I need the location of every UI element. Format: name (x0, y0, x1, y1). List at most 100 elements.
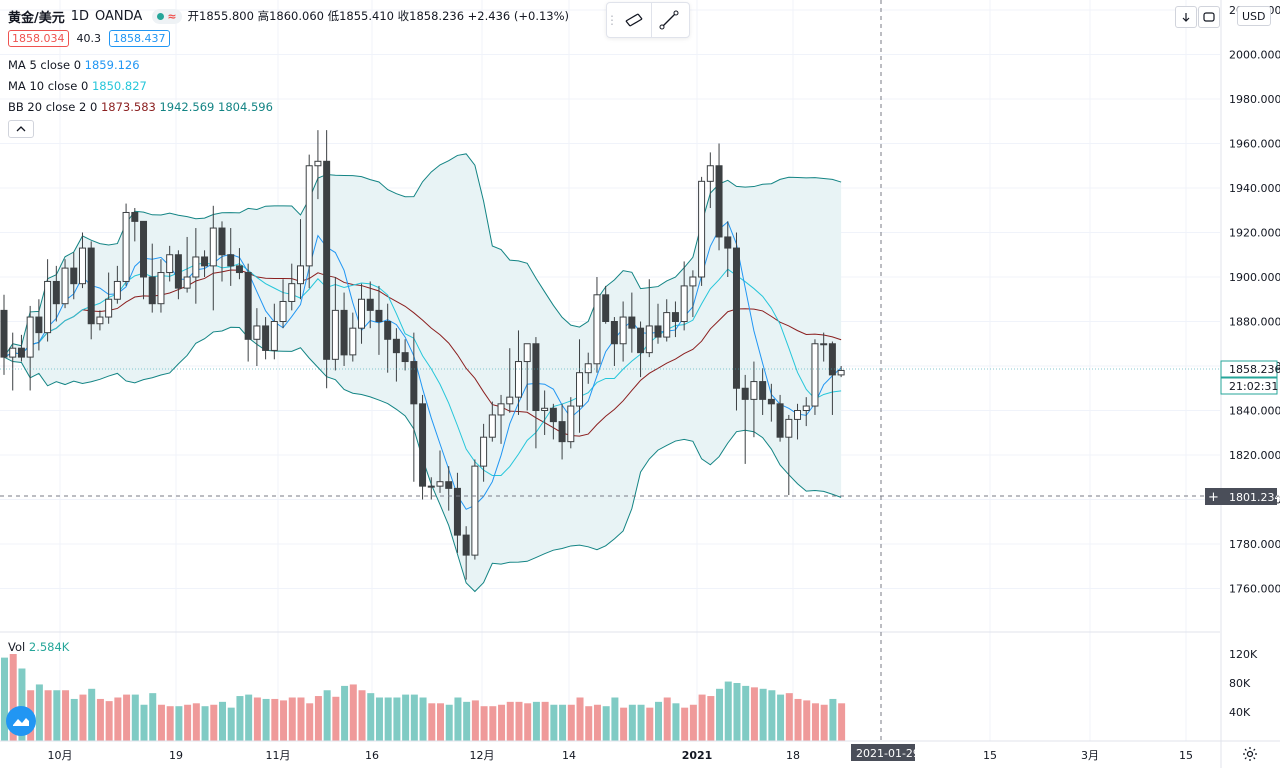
candle-body (375, 309, 383, 322)
candle (140, 220, 148, 300)
volume-bar (1, 657, 8, 741)
candle (35, 299, 43, 351)
volume-bar (88, 688, 96, 741)
ohlc-values: 开1855.800 高1860.060 低1855.410 收1858.236 … (188, 8, 569, 24)
volume-bar (811, 703, 819, 741)
candle (87, 241, 95, 340)
volume-bar (18, 668, 26, 741)
market-status-badge[interactable]: ≈ (152, 8, 182, 24)
candle (637, 321, 645, 378)
volume-bar (410, 694, 418, 741)
volume-bar (140, 704, 148, 741)
time-axis-label: 19 (169, 749, 183, 762)
volume-bar (79, 694, 87, 741)
candle-body (17, 347, 25, 358)
candle (706, 152, 714, 209)
currency-label[interactable]: USD (1237, 6, 1271, 26)
price-axis-label: 1980.000 (1229, 93, 1280, 106)
candle (794, 403, 802, 440)
candle (750, 361, 758, 438)
candle-body (227, 254, 235, 267)
candle-body (52, 280, 60, 305)
candle-body (619, 316, 627, 345)
volume-bar (506, 701, 514, 741)
candle (105, 272, 113, 324)
candle (663, 299, 671, 342)
candle-body (96, 316, 104, 325)
symbol-title[interactable]: 黄金/美元 (8, 10, 65, 26)
candle-body (44, 280, 52, 334)
candle (227, 228, 235, 286)
volume-bar (393, 697, 401, 741)
maximize-button[interactable] (1198, 6, 1220, 28)
candle-body (628, 316, 636, 329)
candle-body (698, 180, 706, 278)
candle (811, 339, 819, 415)
candle (541, 390, 549, 435)
candle (349, 312, 357, 362)
scroll-down-button[interactable] (1175, 6, 1197, 28)
interval-label[interactable]: 1D (70, 8, 90, 24)
candle-body (296, 265, 304, 285)
parallel-channel-tool-button[interactable] (617, 3, 651, 37)
candle (384, 303, 392, 373)
collapse-legend-button[interactable] (8, 120, 34, 138)
ma5-legend[interactable]: MA 5 close 0 1859.126 (8, 58, 140, 72)
candle-body (166, 254, 174, 274)
volume-bar (471, 700, 479, 741)
volume-bar (131, 694, 139, 741)
candle-body (122, 211, 130, 282)
candle (9, 332, 17, 391)
volume-legend[interactable]: Vol 2.584K (8, 640, 69, 654)
candle (645, 279, 653, 358)
candle (279, 279, 287, 329)
candle-body (732, 247, 740, 389)
candle (602, 285, 610, 324)
volume-bar (35, 684, 43, 741)
volume-bar (123, 694, 131, 741)
bb-legend[interactable]: BB 20 close 2 0 1873.583 1942.569 1804.5… (8, 100, 273, 114)
price-axis-label: 1780.000 (1229, 538, 1280, 551)
high-label: 高 (257, 9, 270, 23)
candle (828, 341, 836, 415)
candle (584, 352, 592, 384)
spread-value: 40.3 (76, 32, 102, 45)
drag-handle-icon[interactable]: ⋮ (606, 13, 618, 27)
candle (262, 317, 270, 360)
candle (488, 401, 496, 442)
candle-body (506, 396, 514, 405)
sell-price-button[interactable]: 1858.034 (8, 30, 69, 47)
candle (837, 366, 845, 378)
settings-button[interactable] (1240, 744, 1260, 764)
candle (785, 414, 793, 496)
crosshair-plus-icon[interactable]: + (1208, 490, 1219, 505)
trend-line-tool-button[interactable] (651, 3, 686, 37)
candle (392, 328, 400, 382)
candle-body (358, 298, 366, 329)
price-axis-label: 1900.000 (1229, 271, 1280, 284)
ma10-legend[interactable]: MA 10 close 0 1850.827 (8, 79, 147, 93)
volume-bar (602, 706, 610, 741)
candle-body (706, 165, 714, 182)
candle-body (410, 361, 418, 405)
crosshair-price-tag: 1801.234 (1229, 491, 1280, 504)
candle-body (480, 436, 488, 467)
candle-body (584, 363, 592, 374)
candle-body (340, 309, 348, 356)
volume-bar (236, 696, 244, 741)
volume-bar (794, 698, 802, 741)
data-delay-icon: ≈ (167, 9, 177, 23)
buy-price-button[interactable]: 1858.437 (109, 30, 170, 47)
volume-axis-labels: 120K 80K 40K (1229, 648, 1258, 719)
volume-bar (593, 704, 601, 741)
volume-bar (323, 690, 331, 741)
broker-label[interactable]: OANDA (95, 8, 143, 24)
volume-bar (358, 690, 366, 741)
candle-body (523, 343, 531, 363)
candle-body (689, 276, 697, 287)
tradingview-logo[interactable] (6, 706, 36, 736)
candle (52, 265, 60, 322)
candle-body (113, 280, 121, 300)
candle-body (663, 312, 671, 338)
